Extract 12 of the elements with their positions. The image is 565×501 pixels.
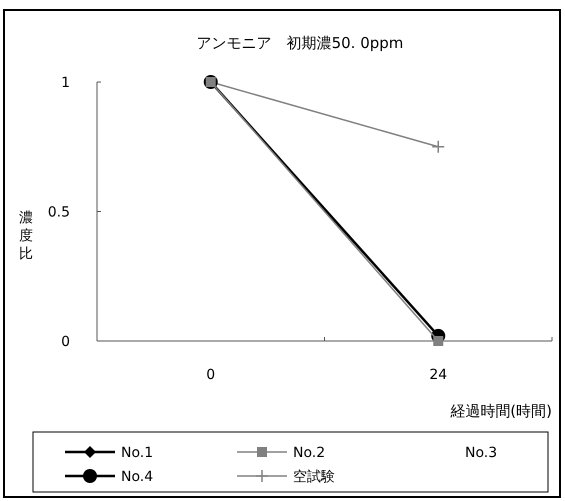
legend-label: 空試験 [293, 469, 335, 485]
x-tick-label: 24 [429, 367, 448, 383]
legend-label: No.2 [293, 445, 326, 461]
chart-title: アンモニア 初期濃50. 0ppm [196, 34, 404, 52]
legend-label: No.4 [121, 469, 154, 485]
x-axis-title: 経過時間(時間) [449, 402, 552, 420]
legend-label: No.1 [121, 445, 154, 461]
y-tick-label: 0.5 [48, 204, 70, 220]
y-tick-label: 1 [61, 75, 70, 91]
text: No.3 [465, 445, 498, 461]
y-tick-label: 0 [61, 334, 70, 350]
y-axis-title: 濃度比 [19, 210, 33, 262]
